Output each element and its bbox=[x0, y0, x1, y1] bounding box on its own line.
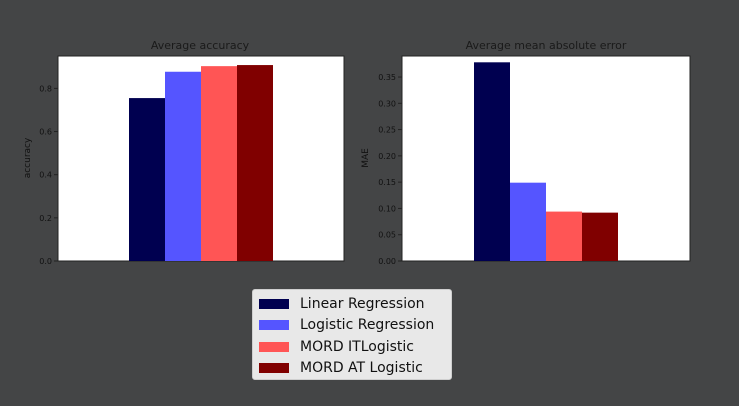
y-tick-label: 0.25 bbox=[378, 126, 396, 135]
legend-item-mord-at-logistic: MORD AT Logistic bbox=[259, 358, 451, 380]
y-tick-label: 0.35 bbox=[378, 73, 396, 82]
legend-label: Linear Regression bbox=[300, 295, 425, 312]
y-tick-label: 0.8 bbox=[39, 84, 52, 93]
mae-chart-title: Average mean absolute error bbox=[466, 39, 627, 52]
y-tick-label: 0.4 bbox=[39, 171, 52, 180]
y-tick-label: 0.0 bbox=[39, 257, 52, 266]
mae-y-axis-label: MAE bbox=[361, 148, 371, 168]
bar-logistic-regression bbox=[510, 182, 546, 261]
mae-chart: Average mean absolute error MAE 0.00 0.05… bbox=[361, 39, 691, 266]
bar-mord-itlogistic bbox=[546, 211, 582, 261]
legend-label: Logistic Regression bbox=[300, 317, 435, 334]
bar-logistic-regression bbox=[165, 71, 201, 262]
accuracy-chart-title: Average accuracy bbox=[151, 39, 250, 52]
y-tick-label: 0.30 bbox=[378, 99, 396, 108]
legend-swatch bbox=[259, 363, 289, 374]
legend-label: MORD AT Logistic bbox=[300, 360, 423, 377]
legend-item-logistic-regression: Logistic Regression bbox=[259, 315, 451, 337]
y-tick-label: 0.6 bbox=[39, 128, 52, 137]
bar-mord-at-logistic bbox=[237, 65, 273, 261]
y-tick-label: 0.20 bbox=[378, 152, 396, 161]
y-tick-label: 0.15 bbox=[378, 178, 396, 187]
y-tick-label: 0.2 bbox=[39, 214, 52, 223]
accuracy-chart: Average accuracy accuracy 0.0 0.2 0.4 0.6 0.… bbox=[23, 39, 345, 266]
bar-mord-at-logistic bbox=[582, 212, 618, 261]
legend-item-linear-regression: Linear Regression bbox=[259, 293, 451, 315]
legend-label: MORD ITLogistic bbox=[300, 338, 415, 355]
bar-linear-regression bbox=[129, 98, 165, 261]
y-tick-label: 0.10 bbox=[378, 204, 396, 213]
bar-linear-regression bbox=[474, 62, 510, 261]
y-tick-label: 0.05 bbox=[378, 231, 396, 240]
legend-swatch bbox=[259, 341, 289, 352]
bar-mord-itlogistic bbox=[201, 66, 237, 261]
legend-swatch bbox=[259, 320, 289, 331]
legend-swatch bbox=[259, 298, 289, 309]
y-tick-label: 0.00 bbox=[378, 257, 396, 266]
accuracy-y-axis-label: accuracy bbox=[23, 137, 33, 178]
legend: Linear Regression Logistic Regression MO… bbox=[252, 289, 452, 380]
legend-item-mord-itlogistic: MORD ITLogistic bbox=[259, 336, 451, 358]
